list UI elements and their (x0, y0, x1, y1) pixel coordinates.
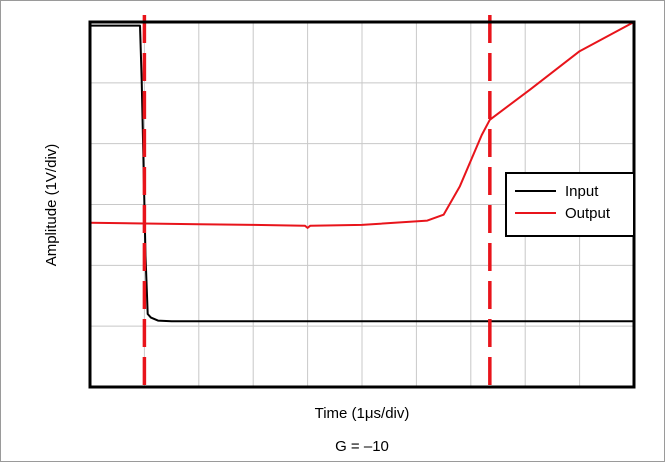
series-line-input (90, 24, 634, 323)
series-lines (89, 21, 635, 323)
x-axis-label: Time (1μs/div) (315, 405, 410, 422)
cursor-markers (142, 15, 492, 392)
legend-label-output: Output (565, 205, 611, 222)
legend-box (505, 172, 635, 237)
y-axis-label: Amplitude (1V/div) (43, 144, 60, 267)
series-line-output (89, 21, 635, 229)
grid (90, 22, 634, 387)
legend-label-input: Input (565, 183, 599, 200)
legend: Input Output (505, 172, 635, 237)
chart-caption: G = –10 (335, 438, 389, 455)
